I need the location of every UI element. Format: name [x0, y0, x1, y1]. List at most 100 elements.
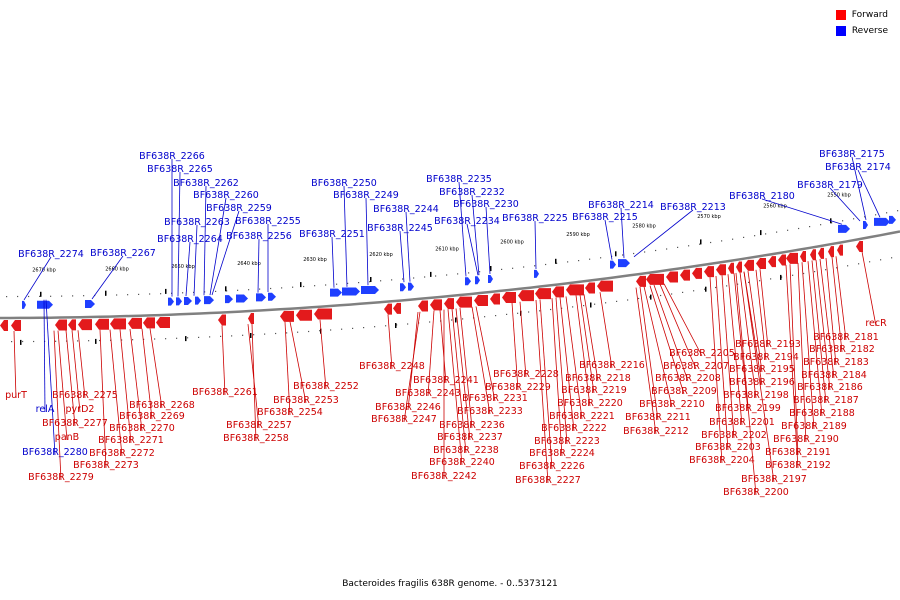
rail-dot [22, 340, 24, 343]
rail-dot [886, 212, 888, 214]
rail-dot [836, 267, 838, 269]
rail-mark [455, 317, 457, 323]
leader-line [149, 328, 163, 409]
gene-label: BF638R_2259 [206, 203, 272, 214]
rail-dot [55, 340, 57, 342]
gene-label: BF638R_2224 [529, 448, 595, 459]
leader-line [458, 181, 467, 277]
forward-gene-arrow [418, 300, 428, 312]
reverse-gene-arrow [85, 300, 95, 309]
figure-caption: Bacteroides fragilis 638R genome. - 0..5… [342, 579, 558, 589]
reverse-gene-arrow [408, 282, 414, 291]
leader-line [761, 198, 843, 225]
gene-label: BF638R_2198 [723, 390, 789, 401]
gene-label: BF638R_2181 [813, 332, 879, 343]
leader-line [439, 309, 447, 384]
rail-dot [743, 236, 745, 238]
rail-dot [264, 333, 266, 335]
rail-dot [776, 231, 778, 233]
rail-dot [424, 276, 426, 278]
reverse-gene-arrow [889, 215, 896, 224]
forward-gene-arrow [518, 290, 534, 302]
rail-dot [446, 274, 448, 276]
leader-line [211, 210, 240, 296]
leader-line [77, 330, 86, 399]
forward-gene-arrow [800, 251, 806, 263]
leader-line [599, 292, 613, 369]
forward-gene-arrow [597, 280, 613, 292]
gene-label: BF638R_2214 [588, 200, 654, 211]
rail-dot [853, 218, 855, 220]
leader-line [797, 262, 807, 443]
gene-label: purT [5, 390, 27, 401]
rail-dot [132, 339, 134, 341]
rail-dot [50, 295, 52, 297]
rail-mark [20, 339, 22, 345]
rail-dot [369, 281, 371, 283]
gene-label: BF638R_2211 [625, 412, 691, 423]
rail-mark [40, 291, 42, 297]
gene-label: BF638R_2223 [534, 436, 600, 447]
leader-line [45, 299, 56, 456]
rail-dot [803, 272, 805, 275]
rail-mark [395, 323, 397, 328]
leader-line [535, 299, 549, 484]
leader-line [365, 197, 369, 286]
leader-line [575, 295, 591, 407]
rail-dot [292, 286, 294, 288]
reverse-gene-arrow [488, 274, 493, 283]
rail-dot [77, 340, 79, 342]
rail-dot [831, 222, 833, 224]
forward-gene-arrow [837, 244, 843, 256]
rail-dot [154, 338, 156, 340]
leader-line [739, 272, 757, 399]
gene-label: BF638R_2265 [147, 164, 213, 175]
gene-label: BF638R_2253 [273, 395, 339, 406]
reverse-gene-arrow [618, 259, 630, 268]
rail-dot [567, 261, 569, 263]
rail-dot [561, 307, 563, 309]
leader-line [109, 329, 123, 457]
gene-label: BF638R_2267 [90, 248, 156, 259]
leader-line [119, 329, 132, 444]
leader-line [663, 283, 703, 357]
gene-label: BF638R_2179 [797, 180, 863, 191]
reverse-gene-arrow [863, 220, 868, 229]
leader-line [831, 256, 843, 353]
gene-label: BF638R_2194 [733, 352, 799, 363]
forward-gene-arrow [502, 291, 516, 303]
rail-dot [209, 336, 211, 338]
rail-dot [556, 262, 558, 264]
leader-line [743, 271, 775, 483]
gene-label: pyrD2 [66, 404, 95, 415]
reverse-gene-arrow [225, 295, 233, 304]
gene-label: BF638R_2242 [411, 471, 477, 482]
leader-line [635, 287, 657, 435]
gene-label: BF638R_2275 [52, 390, 118, 401]
leader-line [643, 286, 673, 408]
leader-line [475, 306, 496, 402]
gene-label: BF638R_2218 [565, 373, 631, 384]
forward-gene-arrow [143, 317, 155, 329]
leader-line [447, 309, 463, 466]
gene-label: BF638R_2237 [437, 432, 503, 443]
reverse-gene-arrow [400, 283, 406, 292]
leader-line [857, 169, 881, 218]
gene-label: BF638R_2250 [311, 178, 377, 189]
gene-label: recR [865, 318, 887, 329]
gene-label: BF638R_2202 [701, 430, 767, 441]
leader-line [633, 209, 694, 258]
rail-dot [308, 330, 310, 333]
rail-dot [682, 291, 684, 293]
rail-dot [363, 327, 365, 329]
forward-gene-arrow [11, 319, 21, 331]
gene-label: BF638R_2261 [192, 387, 258, 398]
forward-gene-arrow [248, 312, 254, 324]
scale-tick-label: 2580 kbp [632, 223, 656, 229]
forward-gene-arrow [128, 317, 142, 329]
forward-gene-arrow [778, 254, 786, 266]
rail-dot [176, 337, 178, 339]
leader-line [759, 269, 769, 348]
rail-dot [330, 329, 332, 331]
legend-forward: Forward [835, 10, 888, 20]
